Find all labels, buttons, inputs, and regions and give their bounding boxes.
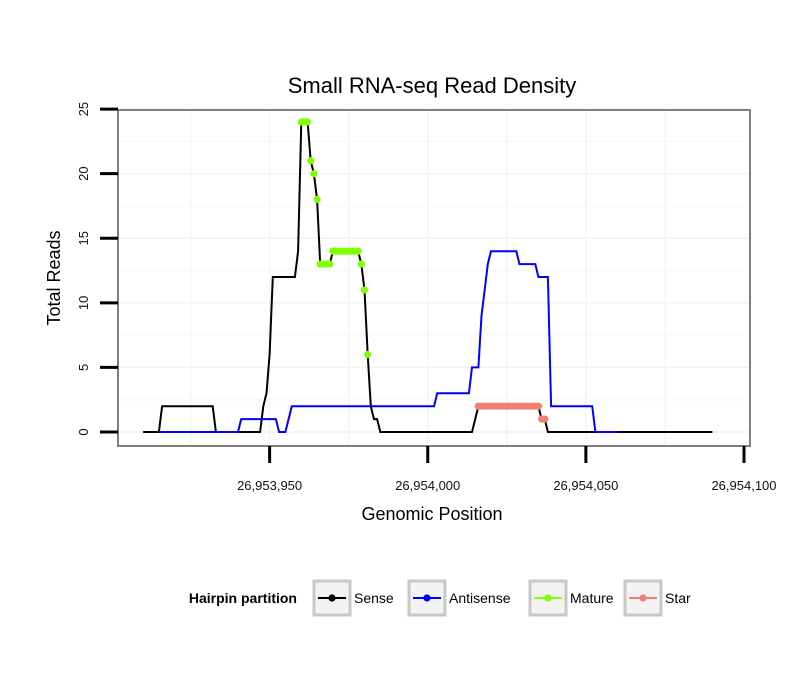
x-tick-label: 26,954,050 [553, 478, 618, 493]
series-line-antisense [158, 250, 618, 433]
point-mature [326, 260, 334, 268]
y-tick-label: 5 [76, 364, 91, 371]
legend-item-star: Star [623, 579, 691, 617]
x-axis: 26,953,950 26,954,000 26,954,050 26,954,100 [237, 446, 777, 493]
legend-title: Hairpin partition [189, 590, 297, 606]
x-tick-label: 26,953,950 [237, 478, 302, 493]
point-mature [303, 118, 312, 126]
plot-border [117, 109, 751, 447]
point-mature [313, 195, 321, 204]
legend-key-point [639, 594, 647, 602]
legend-label: Sense [354, 590, 394, 606]
point-mature [364, 350, 372, 359]
y-tick-label: 20 [76, 166, 91, 180]
x-axis-title: Genomic Position [361, 504, 502, 524]
y-tick-label: 10 [76, 296, 91, 310]
legend-item-sense: Sense [312, 579, 394, 617]
y-tick-label: 25 [76, 102, 91, 116]
point-mature [354, 247, 362, 255]
y-tick-label: 15 [76, 231, 91, 245]
legend-item-antisense: Antisense [407, 579, 511, 617]
point-mature [307, 157, 315, 165]
point-mature [357, 260, 365, 268]
legend-key-point [544, 594, 552, 602]
x-tick-label: 26,954,000 [395, 478, 460, 493]
y-tick-label: 0 [76, 428, 91, 435]
point-mature [360, 286, 369, 294]
x-tick-label: 26,954,100 [711, 478, 776, 493]
legend-key-point [328, 594, 336, 602]
legend-item-mature: Mature [528, 579, 614, 617]
legend-label: Antisense [449, 590, 511, 606]
legend-key-point [423, 594, 431, 602]
chart-title: Small RNA-seq Read Density [288, 73, 577, 98]
point-star [541, 415, 549, 423]
legend: Hairpin partition Sense Antisense Mature St… [189, 579, 691, 617]
y-axis-title: Total Reads [44, 230, 64, 325]
y-axis: 0 5 10 15 20 25 [76, 102, 118, 436]
point-star [534, 402, 543, 410]
series-layer [143, 118, 713, 433]
legend-label: Star [665, 590, 691, 606]
plot-background [118, 110, 750, 446]
legend-label: Mature [570, 590, 614, 606]
point-mature [310, 170, 318, 178]
